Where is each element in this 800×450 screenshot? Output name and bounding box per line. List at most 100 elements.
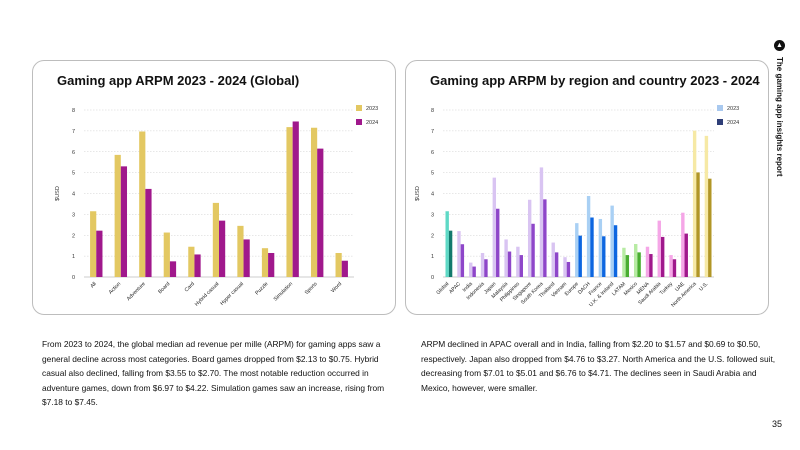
bar-2024 — [460, 244, 465, 277]
bar-2024 — [341, 260, 348, 277]
y-axis-label: $USD — [55, 186, 61, 201]
bar-2024 — [120, 166, 128, 277]
bar-2024 — [484, 259, 488, 277]
y-tick-label: 0 — [72, 275, 75, 281]
bar-2024 — [507, 251, 512, 277]
bar-2023 — [657, 220, 661, 277]
bar-2023 — [575, 223, 579, 277]
bar-2023 — [692, 130, 697, 277]
bar-2024 — [243, 239, 250, 277]
y-tick-label: 1 — [431, 254, 434, 260]
legend-label: 2024 — [727, 120, 739, 126]
bar-2023 — [90, 211, 97, 277]
x-tick-label: Simulation — [273, 281, 294, 302]
y-tick-label: 8 — [431, 108, 434, 114]
bar-2024 — [219, 220, 226, 277]
x-tick-label: Global — [435, 281, 450, 296]
bar-2024 — [566, 261, 571, 277]
x-tick-label: Hybrid casual — [194, 281, 220, 307]
x-tick-label: Turkey — [659, 281, 675, 297]
bar-2023 — [598, 218, 603, 277]
y-tick-label: 5 — [431, 171, 434, 177]
x-tick-label: Word — [330, 281, 343, 294]
y-tick-label: 6 — [431, 150, 434, 156]
legend-swatch — [356, 105, 362, 111]
bar-2024 — [448, 230, 453, 277]
bar-2024 — [708, 178, 712, 277]
bar-2023 — [610, 205, 614, 277]
x-tick-label: U.S. — [698, 281, 709, 292]
bar-2023 — [669, 255, 673, 277]
bar-2023 — [469, 262, 473, 277]
y-tick-label: 3 — [431, 212, 434, 218]
bar-2023 — [457, 231, 461, 277]
bar-2023 — [163, 232, 170, 277]
x-tick-label: Hyper casual — [219, 281, 245, 307]
global-arpm-chart-card: Gaming app ARPM 2023 - 2024 (Global) $US… — [32, 60, 396, 315]
y-tick-label: 4 — [72, 192, 75, 198]
x-tick-label: Action — [108, 281, 123, 296]
global-arpm-bar-chart: $USD 0 1 2 3 4 5 6 7 8 All Action Adventure Board Card… — [55, 105, 378, 308]
bar-2024 — [660, 236, 665, 277]
y-tick-label: 2 — [72, 233, 75, 239]
bar-2024 — [472, 266, 476, 277]
report-side-title: ▲ The gaming app insights report — [774, 40, 785, 177]
bar-2024 — [292, 121, 299, 277]
bar-2023 — [139, 131, 146, 277]
bar-2024 — [554, 252, 559, 277]
y-tick-label: 0 — [431, 275, 434, 281]
brand-logo-icon: ▲ — [774, 40, 785, 51]
page-number: 35 — [771, 419, 782, 429]
bar-2023 — [634, 244, 638, 277]
x-tick-label: Sports — [304, 281, 319, 296]
bar-2024 — [317, 148, 324, 277]
x-tick-label: Card — [184, 281, 196, 293]
y-tick-label: 5 — [72, 171, 75, 177]
bar-2024 — [169, 261, 177, 277]
x-tick-label: Board — [157, 281, 171, 295]
y-tick-label: 8 — [72, 108, 75, 114]
bar-2024 — [649, 254, 653, 277]
bar-2024 — [519, 255, 523, 277]
bar-2024 — [696, 172, 700, 277]
global-summary-paragraph: From 2023 to 2024, the global median ad … — [42, 339, 385, 407]
legend-swatch — [356, 119, 362, 125]
bar-2023 — [622, 247, 626, 277]
x-tick-label: APAC — [448, 281, 462, 295]
bar-2023 — [516, 246, 520, 277]
chart-title: Gaming app ARPM 2023 - 2024 (Global) — [57, 73, 300, 88]
bar-2023 — [310, 127, 318, 278]
bar-2024 — [268, 252, 275, 277]
x-tick-label: All — [89, 281, 97, 289]
bar-2023 — [645, 246, 650, 277]
bar-2024 — [590, 217, 594, 277]
bar-2023 — [480, 252, 485, 277]
bar-2023 — [188, 246, 195, 277]
bar-2024 — [625, 255, 630, 277]
bar-2024 — [684, 233, 688, 277]
bar-2024 — [543, 199, 547, 277]
bar-2023 — [286, 127, 293, 278]
legend-label: 2023 — [727, 106, 739, 112]
bar-2024 — [602, 236, 606, 277]
y-tick-label: 2 — [431, 233, 434, 239]
bar-2024 — [194, 254, 201, 277]
bar-2023 — [335, 252, 342, 277]
y-tick-label: 1 — [72, 254, 75, 260]
bar-2023 — [539, 167, 544, 277]
bar-2024 — [96, 230, 103, 277]
x-tick-label: Mexico — [623, 281, 639, 297]
region-arpm-chart-card: Gaming app ARPM by region and country 20… — [405, 60, 769, 315]
legend-swatch — [717, 119, 723, 125]
bar-2023 — [704, 135, 709, 277]
y-tick-label: 3 — [72, 212, 75, 218]
bar-2023 — [237, 225, 244, 277]
legend-label: 2024 — [366, 120, 378, 126]
bar-2023 — [504, 239, 508, 277]
y-tick-label: 7 — [72, 129, 75, 135]
bar-2023 — [527, 199, 532, 277]
bar-2024 — [637, 252, 641, 277]
y-tick-label: 4 — [431, 192, 434, 198]
bar-2024 — [496, 208, 500, 277]
bar-2024 — [613, 225, 618, 277]
